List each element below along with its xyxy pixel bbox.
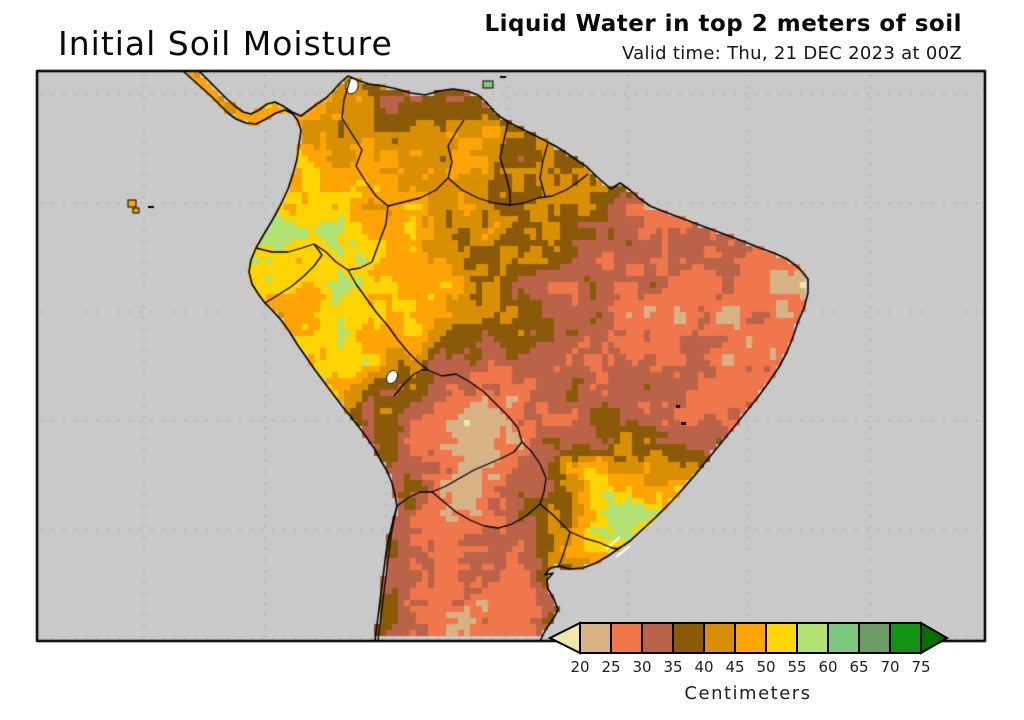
colorbar-tick-label: 20 <box>570 658 590 676</box>
colorbar-tick-label: 50 <box>756 658 776 676</box>
colorbar-segment <box>827 622 860 654</box>
colorbar-tick-label: 30 <box>632 658 652 676</box>
colorbar-segment <box>703 622 736 654</box>
colorbar <box>547 621 950 655</box>
colorbar-segment <box>796 622 829 654</box>
colorbar-tick-label: 70 <box>880 658 900 676</box>
colorbar-over-arrow <box>920 621 950 655</box>
colorbar-segment <box>641 622 674 654</box>
colorbar-unit-label: Centimeters <box>684 683 812 704</box>
colorbar-segment <box>610 622 643 654</box>
colorbar-tick-label: 75 <box>911 658 931 676</box>
colorbar-segment <box>672 622 705 654</box>
colorbar-segment <box>734 622 767 654</box>
colorbar-tick-label: 35 <box>663 658 683 676</box>
colorbar-tick-label: 65 <box>849 658 869 676</box>
colorbar-segment <box>765 622 798 654</box>
colorbar-segment <box>858 622 891 654</box>
colorbar-segment <box>579 622 612 654</box>
colorbar-under-arrow <box>547 621 581 655</box>
colorbar-tick-label: 25 <box>601 658 621 676</box>
colorbar-tick-label: 45 <box>725 658 745 676</box>
colorbar-tick-label: 40 <box>694 658 714 676</box>
colorbar-tick-label: 60 <box>818 658 838 676</box>
colorbar-tick-label: 55 <box>787 658 807 676</box>
colorbar-segment <box>889 622 922 654</box>
